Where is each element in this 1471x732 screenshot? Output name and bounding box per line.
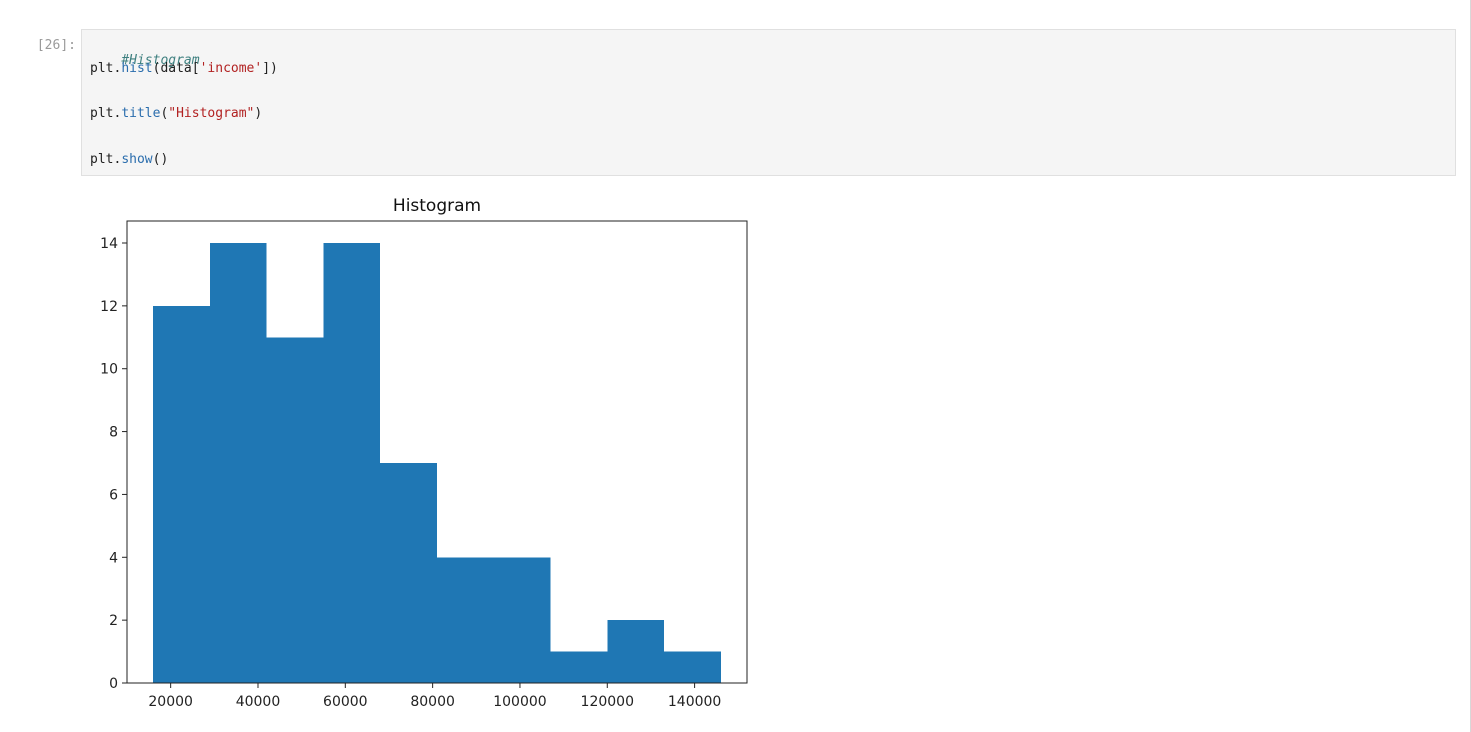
histogram-bar [380,463,437,683]
x-tick-label: 60000 [323,694,368,710]
y-tick-label: 8 [109,425,118,441]
histogram-bar [437,557,494,683]
cell-output: 20000 40000 60000 80000 100000 120000 140000 0 2… [80,186,770,716]
histogram-bar [323,243,381,683]
y-tick-label: 6 [109,487,118,503]
code-token: plt. [90,152,122,167]
x-tick-label: 120000 [581,694,634,710]
code-token: show [121,152,153,167]
histogram-bar [153,305,210,683]
cell-prompt: [26]: [36,38,76,53]
y-tick-label: 14 [100,236,118,252]
y-tick-label: 2 [109,613,118,629]
x-tick-label: 40000 [236,694,281,710]
code-token: plt. [90,61,122,76]
x-tick-label: 80000 [410,694,455,710]
histogram-bar [209,243,267,683]
y-tick-label: 4 [109,550,118,566]
y-tick-label: 0 [109,676,118,692]
code-token: 'income' [199,61,263,76]
y-tick-label: 12 [100,299,118,315]
code-token: () [152,152,169,167]
code-token: ( [160,106,169,121]
code-cell[interactable]: #Histogram plt.hist(data['income']) plt.… [81,29,1456,176]
code-token: plt. [90,106,122,121]
histogram-bar [607,620,665,683]
x-tick-label: 100000 [493,694,546,710]
code-token: ) [254,106,263,121]
code-token: "Histogram" [168,106,255,121]
code-line-2: plt.hist(data['income']) [90,61,278,76]
histogram-bar [493,557,551,683]
x-tick-label: 20000 [148,694,193,710]
histogram-chart: 20000 40000 60000 80000 100000 120000 140000 0 2… [80,186,770,716]
code-line-1: #Histogram [90,38,200,83]
histogram-bar [664,651,721,683]
code-token: hist [121,61,153,76]
code-line-4: plt.show() [90,152,168,167]
code-token: ]) [262,61,278,76]
code-comment: #Histogram [121,53,200,68]
code-line-3: plt.title("Histogram") [90,106,262,121]
plot-frame [126,220,748,684]
code-token: (data[ [152,61,200,76]
chart-title: Histogram [393,196,481,216]
histogram-bar [266,337,324,683]
histogram-bar [550,651,608,683]
y-tick-label: 10 [100,362,118,378]
histogram-svg: 20000 40000 60000 80000 100000 120000 140000 0 2… [100,196,748,710]
code-token: title [121,106,161,121]
x-tick-label: 140000 [668,694,721,710]
